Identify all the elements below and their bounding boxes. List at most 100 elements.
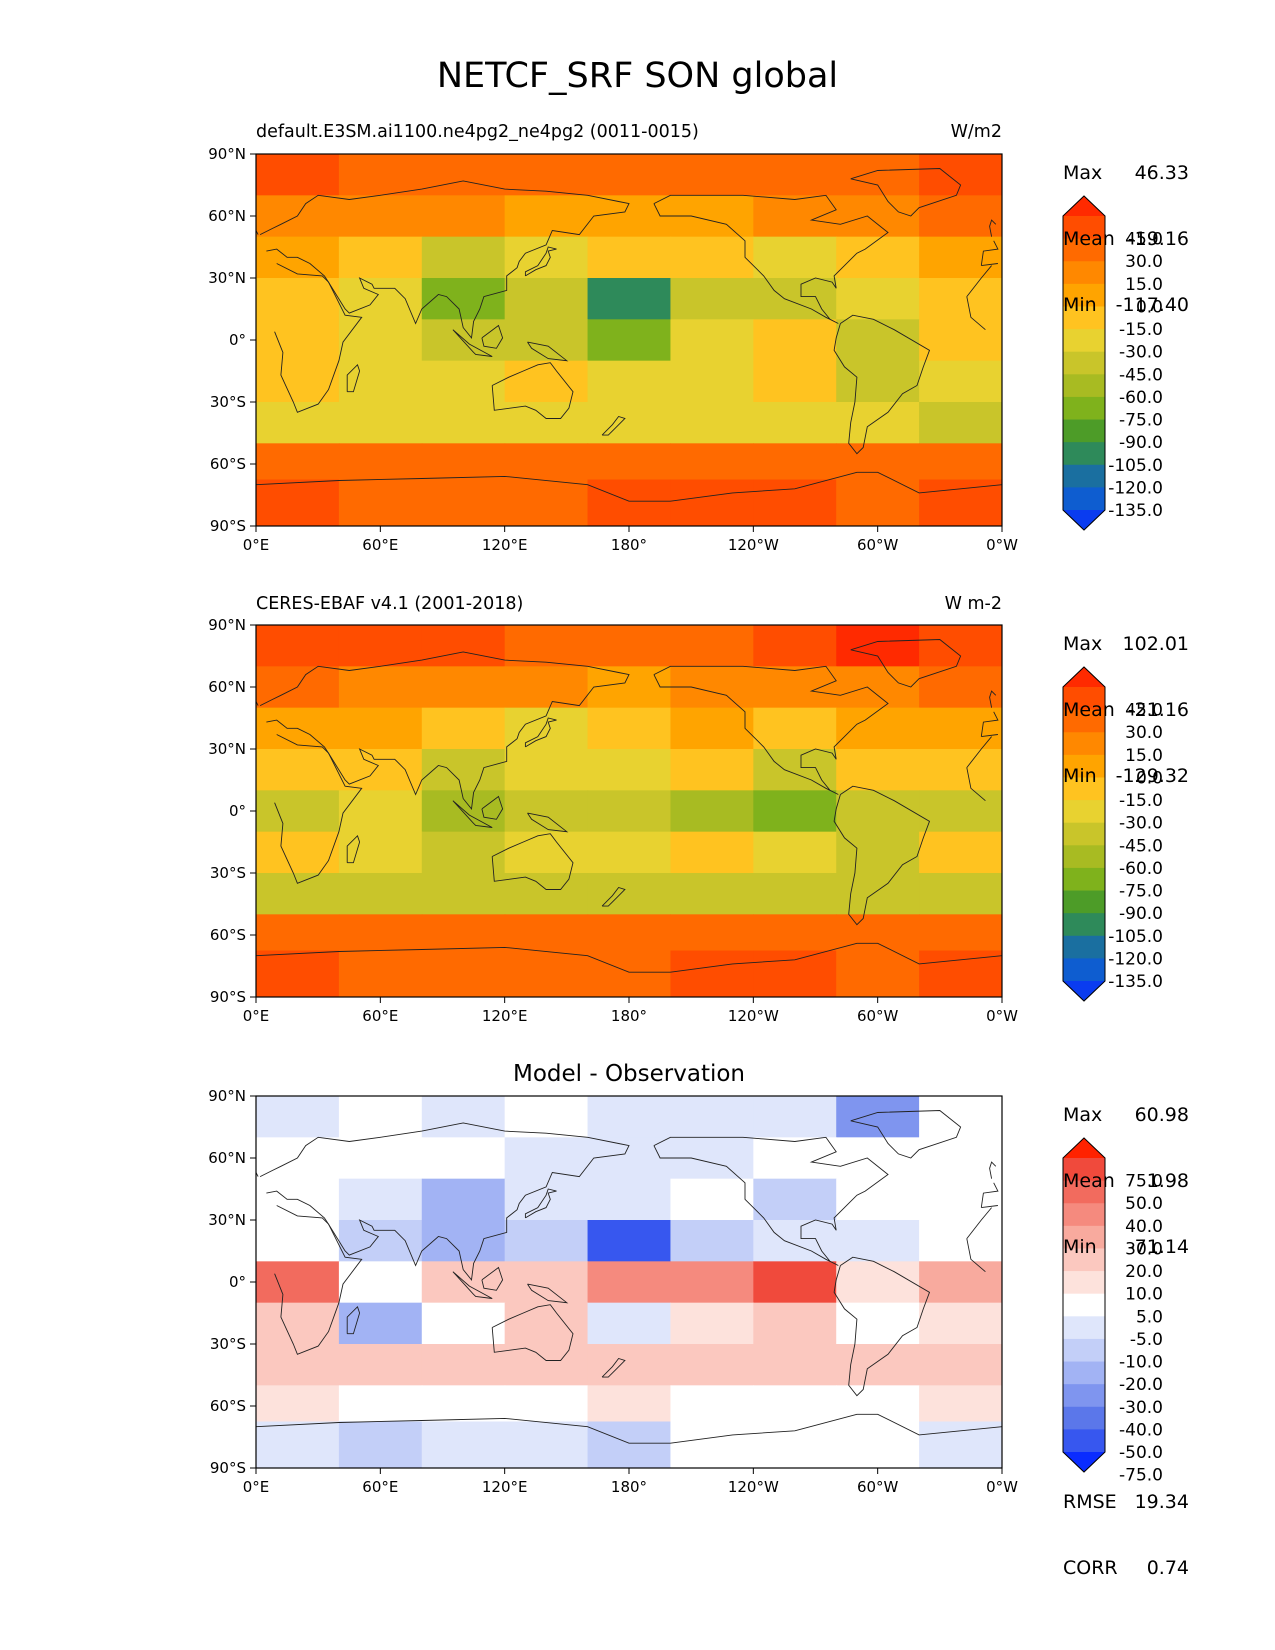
x-tick-label: 120°W	[728, 536, 779, 554]
heatmap-cell	[753, 950, 837, 997]
y-tick-label: 60°S	[210, 1397, 246, 1415]
panel-1-left-title: default.E3SM.ai1100.ne4pg2_ne4pg2 (0011-…	[256, 122, 699, 142]
heatmap-cell	[504, 831, 589, 874]
heatmap-cell	[753, 402, 837, 444]
colorbar-extend-min	[1063, 510, 1105, 530]
colorbar-label: 45.0	[1125, 230, 1163, 250]
heatmap-cell	[670, 479, 754, 526]
stat-value: -117.40	[1115, 294, 1189, 316]
heatmap-cell	[836, 707, 920, 750]
heatmap-cell	[919, 1096, 1002, 1138]
coastline	[259, 180, 999, 340]
colorbar-bin	[1063, 1158, 1105, 1182]
y-tick-label: 90°N	[208, 145, 246, 163]
colorbar-extend-min	[1063, 981, 1105, 1001]
colorbar-bin	[1063, 1384, 1105, 1408]
colorbar-label: 75.0	[1125, 1172, 1163, 1192]
colorbar-label: 5.0	[1136, 1307, 1163, 1327]
x-tick-label: 0°E	[243, 1478, 270, 1496]
heatmap-cell	[670, 236, 754, 279]
panel-3-error-stats: RMSE 19.34 CORR 0.74	[1063, 1447, 1189, 1601]
y-tick-label: 90°N	[208, 1087, 246, 1105]
stat-label: Max	[1063, 633, 1103, 655]
colorbar-label: 10.0	[1125, 1285, 1163, 1305]
heatmap-cell	[670, 360, 754, 403]
heatmap-cell	[753, 914, 837, 952]
colorbar-label: -105.0	[1108, 456, 1163, 476]
heatmap-cell	[670, 402, 754, 444]
heatmap-cells	[256, 1096, 1002, 1468]
x-tick-label: 0°W	[986, 1007, 1018, 1025]
heatmap-cell	[753, 1261, 837, 1304]
y-tick-label: 90°N	[208, 616, 246, 634]
heatmap-cell	[504, 236, 589, 279]
heatmap-cell	[256, 195, 340, 238]
coastline	[491, 362, 574, 419]
stat-value: 1.98	[1146, 1170, 1189, 1192]
colorbar-extend-max	[1063, 1138, 1105, 1158]
colorbar-bin	[1063, 374, 1105, 398]
panel-2-stats: Max 102.01 Mean -21.16 Min -129.32	[1063, 589, 1189, 809]
heatmap-cell	[338, 914, 423, 952]
heatmap-cell	[836, 236, 920, 279]
heatmap-cell	[421, 319, 506, 362]
coastline	[524, 717, 557, 748]
heatmap-cell	[670, 1261, 754, 1304]
heatmap-cell	[504, 625, 589, 667]
heatmap-cell	[836, 1302, 920, 1345]
heatmap-cell	[753, 1220, 837, 1262]
colorbar-bin	[1063, 822, 1105, 846]
heatmap-cell	[338, 707, 423, 750]
y-tick-label: 60°N	[208, 1149, 246, 1167]
heatmap-cell	[919, 1344, 1002, 1386]
coastline	[491, 833, 574, 890]
colorbar-label: -75.0	[1119, 411, 1163, 431]
colorbar-outline	[1062, 666, 1106, 1002]
heatmap-cell	[504, 1178, 589, 1221]
y-tick-label: 0°	[229, 331, 246, 349]
heatmap-cell	[753, 479, 837, 526]
x-tick-label: 60°E	[362, 536, 398, 554]
heatmap-cell	[919, 625, 1002, 667]
heatmap-cell	[587, 236, 672, 279]
heatmap-cell	[256, 443, 340, 481]
heatmap-cell	[256, 1385, 340, 1423]
heatmap-cell	[256, 360, 340, 403]
coastline	[491, 1304, 574, 1361]
colorbar-bin	[1063, 1316, 1105, 1340]
heatmap-cell	[504, 950, 589, 997]
colorbar-label: 20.0	[1125, 1262, 1163, 1282]
coastlines	[256, 1110, 1002, 1444]
heatmap-cell	[836, 625, 920, 667]
colorbar-label: -30.0	[1119, 814, 1163, 834]
heatmap-cell	[919, 195, 1002, 238]
heatmap-cell	[587, 278, 672, 320]
colorbar-label: -45.0	[1119, 365, 1163, 385]
heatmap-cell	[836, 1137, 920, 1180]
coastline	[850, 1110, 962, 1159]
heatmap-cell	[587, 443, 672, 481]
heatmap-cell	[836, 360, 920, 403]
colorbar-label: 40.0	[1125, 1217, 1163, 1237]
colorbar-label: -20.0	[1119, 1375, 1163, 1395]
heatmap-cell	[421, 914, 506, 952]
stat-label: Max	[1063, 162, 1103, 184]
heatmap-cell	[256, 625, 340, 667]
heatmap-cell	[421, 360, 506, 403]
heatmap-cell	[753, 1421, 837, 1468]
heatmap-cell	[421, 1421, 506, 1468]
heatmap-cell	[338, 790, 423, 833]
heatmap-cell	[587, 873, 672, 915]
coastline	[601, 415, 626, 436]
colorbar-label: -75.0	[1119, 882, 1163, 902]
coastline	[653, 1136, 889, 1266]
panel-2-left-title: CERES-EBAF v4.1 (2001-2018)	[256, 594, 524, 614]
heatmap-cell	[753, 1137, 837, 1180]
heatmap-cell	[504, 914, 589, 952]
coastline	[452, 329, 493, 357]
colorbar-outline	[1062, 195, 1106, 531]
coastline	[256, 942, 1002, 973]
y-tick-label: 90°S	[210, 517, 246, 535]
heatmap-cell	[919, 1261, 1002, 1304]
